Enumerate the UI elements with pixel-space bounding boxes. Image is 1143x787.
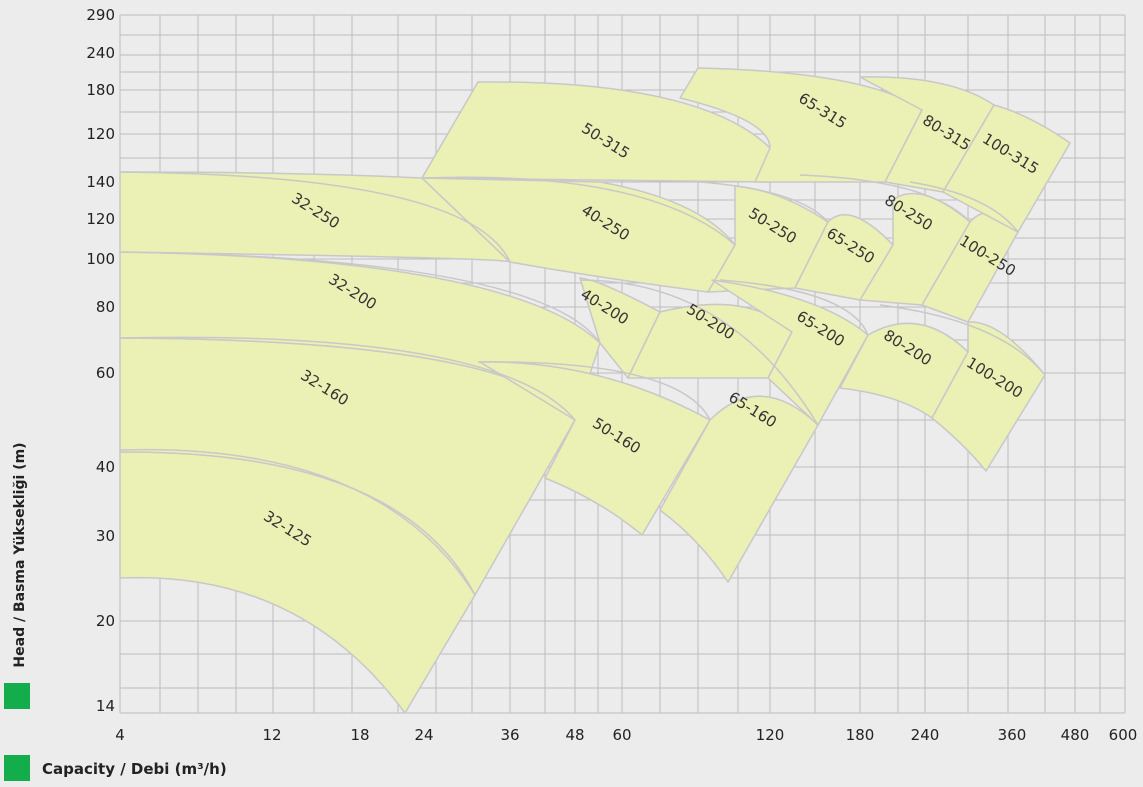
- pump-curve: [879, 304, 1046, 376]
- pump-curve: [719, 279, 869, 336]
- x-tick-label: 4: [115, 726, 125, 744]
- region-65-200: [711, 279, 869, 426]
- x-tick-label: 12: [262, 726, 281, 744]
- y-tick-label: 14: [96, 697, 115, 715]
- y-tick-label: 100: [86, 250, 115, 268]
- x-tick-label: 36: [500, 726, 519, 744]
- y-tick-label: 60: [96, 364, 115, 382]
- pump-curve: [699, 181, 829, 223]
- pump-curve: [909, 181, 1019, 233]
- x-axis-label: Capacity / Debi (m³/h): [42, 760, 227, 778]
- y-tick-label: 180: [86, 81, 115, 99]
- x-tick-label: 24: [414, 726, 433, 744]
- x-tick-label: 600: [1109, 726, 1138, 744]
- x-tick-label: 18: [350, 726, 369, 744]
- x-tick-label: 48: [565, 726, 584, 744]
- y-tick-label: 120: [86, 125, 115, 143]
- x-tick-labels: 4 12 18 24 36 48 60 120 180 240 360 480 600: [115, 726, 1137, 744]
- y-tick-labels: 290 240 180 120 140 120 100 80 60 40 30 20 14: [86, 6, 115, 715]
- legend-square-capacity: [4, 755, 30, 781]
- y-tick-label: 30: [96, 527, 115, 545]
- pump-curve: [421, 176, 736, 246]
- pump-curve: [119, 336, 576, 421]
- x-tick-label: 360: [998, 726, 1027, 744]
- y-tick-label: 140: [86, 173, 115, 191]
- legend-square-head: [4, 683, 30, 709]
- y-tick-label: 20: [96, 612, 115, 630]
- pump-curve: [119, 448, 476, 596]
- pump-curve: [119, 171, 511, 263]
- y-tick-label: 80: [96, 298, 115, 316]
- x-tick-label: 60: [612, 726, 631, 744]
- pump-regions: [119, 67, 1071, 714]
- x-tick-label: 480: [1061, 726, 1090, 744]
- pump-curve: [119, 251, 601, 344]
- y-tick-label: 120: [86, 210, 115, 228]
- x-tick-label: 180: [846, 726, 875, 744]
- y-axis-label: Head / Basma Yüksekliği (m): [12, 442, 28, 668]
- y-tick-label: 290: [86, 6, 115, 24]
- pump-curve: [579, 279, 819, 426]
- x-tick-label: 240: [911, 726, 940, 744]
- x-tick-label: 120: [756, 726, 785, 744]
- pump-curves: [119, 171, 1046, 596]
- y-tick-label: 240: [86, 44, 115, 62]
- pump-curve: [477, 361, 711, 421]
- pump-curve: [799, 174, 971, 223]
- region-50-160: [479, 361, 711, 536]
- region-50-315: [421, 81, 771, 183]
- y-tick-label: 40: [96, 458, 115, 476]
